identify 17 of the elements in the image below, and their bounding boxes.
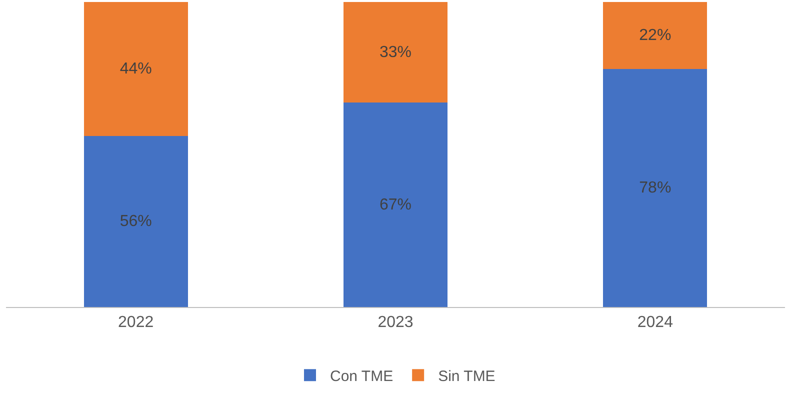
x-tick-label: 2024 — [637, 314, 674, 332]
bar — [603, 2, 708, 70]
data-label: 22% — [639, 27, 672, 44]
legend-label: Sin TME — [438, 368, 496, 385]
bar — [344, 102, 448, 307]
data-label: 78% — [639, 180, 672, 197]
x-tick-label: 2023 — [378, 314, 414, 332]
bar — [603, 69, 708, 307]
bar — [344, 2, 448, 103]
data-label: 67% — [379, 196, 412, 214]
bar — [84, 136, 188, 307]
data-label: 33% — [379, 44, 412, 61]
bar — [84, 2, 188, 136]
legend-label: Con TME — [330, 368, 394, 385]
x-tick-label: 2022 — [118, 314, 154, 332]
data-label: 56% — [120, 213, 152, 230]
data-label: 44% — [120, 60, 152, 78]
